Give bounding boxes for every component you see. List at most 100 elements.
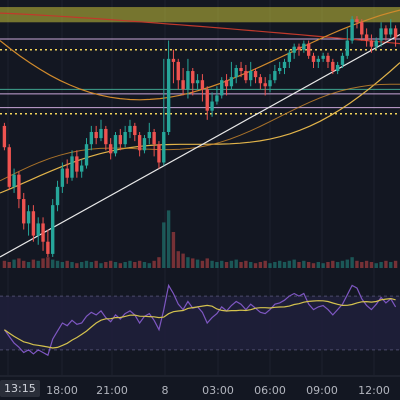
volume-bar [235, 260, 238, 268]
candle-body [268, 80, 271, 86]
volume-bar [268, 263, 271, 268]
candle-body [302, 44, 305, 50]
volume-bar [32, 260, 35, 268]
volume-bar [259, 262, 262, 268]
candle-body [249, 71, 252, 80]
candle-body [278, 68, 281, 71]
time-axis-label: 12:00 [358, 384, 390, 397]
candle-body [152, 132, 155, 144]
candle-body [210, 102, 213, 111]
candle-body [191, 71, 194, 83]
candle-body [292, 47, 295, 53]
volume-bar [177, 251, 180, 268]
volume-bar [104, 262, 107, 268]
volume-bar [46, 257, 49, 268]
candle-body [350, 19, 353, 40]
volume-bar [12, 260, 15, 268]
volume-bar [288, 261, 291, 268]
time-axis-label: 18:00 [46, 384, 78, 397]
candle-body [206, 89, 209, 110]
volume-bar [278, 261, 281, 268]
volume-bar [307, 262, 310, 268]
volume-bar [123, 262, 126, 268]
time-axis-label: 06:00 [254, 384, 286, 397]
volume-bar [326, 262, 329, 268]
volume-bar [85, 261, 88, 268]
current-time-label: 13:15 [0, 380, 40, 397]
volume-bar [181, 254, 184, 268]
volume-bar [143, 262, 146, 268]
candle-body [389, 28, 392, 34]
candle-body [143, 138, 146, 150]
candle-body [186, 71, 189, 89]
volume-bar [283, 262, 286, 268]
candle-body [80, 166, 83, 172]
candle-body [365, 34, 368, 40]
candle-body [235, 68, 238, 77]
candle-body [162, 132, 165, 162]
volume-bar [109, 261, 112, 268]
candle-body [22, 199, 25, 223]
volume-bar [56, 261, 59, 268]
volume-bar [162, 222, 165, 268]
volume-bar [37, 261, 40, 268]
candle-body [94, 132, 97, 138]
volume-bar [215, 262, 218, 268]
time-axis-label: 8 [162, 384, 169, 397]
candle-body [225, 80, 228, 86]
volume-bar [133, 262, 136, 268]
volume-bar [22, 261, 25, 268]
volume-bar [375, 263, 378, 268]
volume-bar [191, 258, 194, 268]
volume-bar [384, 261, 387, 268]
candle-body [3, 126, 6, 147]
volume-bar [365, 261, 368, 268]
volume-bar [167, 210, 170, 268]
volume-bar [302, 261, 305, 268]
candle-body [196, 80, 199, 83]
candle-body [370, 41, 373, 47]
candle-body [239, 68, 242, 71]
volume-bar [75, 263, 78, 268]
volume-bar [94, 261, 97, 268]
volume-bar [17, 258, 20, 268]
volume-bar [370, 262, 373, 268]
candle-body [104, 129, 107, 144]
volume-bar [119, 263, 122, 268]
volume-bar [61, 262, 64, 268]
candle-body [148, 132, 151, 138]
candle-body [85, 144, 88, 165]
volume-bar [172, 232, 175, 268]
candle-body [326, 56, 329, 62]
volume-bar [210, 261, 213, 268]
volume-bar [239, 262, 242, 268]
candle-body [283, 62, 286, 68]
candle-body [394, 28, 397, 37]
volume-bar [41, 258, 44, 268]
volume-bar [220, 261, 223, 268]
volume-bar [346, 260, 349, 268]
candle-body [41, 223, 44, 241]
candle-body [307, 44, 310, 56]
volume-bar [297, 262, 300, 268]
volume-bar [355, 261, 358, 268]
candle-body [375, 41, 378, 47]
candle-body [172, 59, 175, 62]
candle-body [317, 59, 320, 62]
candle-body [128, 126, 131, 132]
volume-bar [273, 262, 276, 268]
candle-body [264, 83, 267, 86]
candle-body [27, 211, 30, 223]
volume-bar [66, 261, 69, 268]
candle-body [99, 129, 102, 138]
candle-body [133, 126, 136, 135]
candle-body [254, 71, 257, 77]
candle-body [138, 135, 141, 150]
candle-body [8, 147, 11, 187]
volume-bar [394, 261, 397, 268]
volume-bar [114, 262, 117, 268]
volume-bar [8, 262, 11, 268]
volume-bar [186, 257, 189, 268]
